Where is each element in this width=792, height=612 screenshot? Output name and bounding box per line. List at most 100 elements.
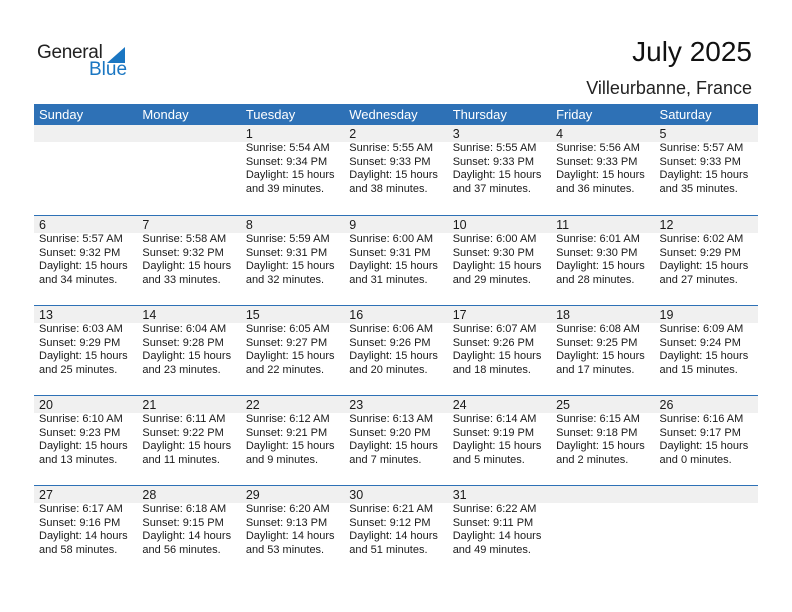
day-number-band bbox=[34, 486, 758, 503]
daylight-minutes-text: and 11 minutes. bbox=[142, 453, 220, 466]
day-number: 21 bbox=[142, 398, 157, 412]
day-number: 24 bbox=[452, 398, 467, 412]
day-cell: 21 Sunrise: 6:11 AM Sunset: 9:22 PM Dayligh… bbox=[137, 396, 240, 485]
day-cell: 27 Sunrise: 6:17 AM Sunset: 9:16 PM Dayligh… bbox=[34, 486, 137, 575]
sunset-text: Sunset: 9:11 PM bbox=[452, 516, 534, 529]
daylight-text: Daylight: 15 hours bbox=[142, 260, 232, 272]
day-number: 28 bbox=[142, 488, 157, 502]
sunrise-text: Sunrise: 6:15 AM bbox=[556, 413, 640, 425]
daylight-text: Daylight: 15 hours bbox=[39, 350, 128, 362]
daylight-text: Daylight: 15 hours bbox=[556, 440, 645, 452]
sunrise-text: Sunrise: 6:11 AM bbox=[142, 413, 226, 425]
daylight-minutes-text: and 58 minutes. bbox=[39, 543, 118, 556]
sunrise-text: Sunrise: 6:10 AM bbox=[39, 413, 123, 425]
day-cell: 10 Sunrise: 6:00 AM Sunset: 9:30 PM Dayligh… bbox=[448, 216, 551, 305]
day-number: 10 bbox=[452, 218, 467, 232]
day-cell: 24 Sunrise: 6:14 AM Sunset: 9:19 PM Dayligh… bbox=[448, 396, 551, 485]
empty-cell bbox=[137, 125, 240, 215]
week-row: 13 Sunrise: 6:03 AM Sunset: 9:29 PM Dayligh… bbox=[34, 305, 758, 395]
daylight-text: Daylight: 15 hours bbox=[39, 260, 128, 272]
daylight-minutes-text: and 39 minutes. bbox=[245, 182, 325, 195]
day-number: 2 bbox=[349, 127, 357, 141]
day-cell: 11 Sunrise: 6:01 AM Sunset: 9:30 PM Dayligh… bbox=[551, 216, 654, 305]
daylight-text: Daylight: 15 hours bbox=[659, 440, 749, 452]
sunset-text: Sunset: 9:25 PM bbox=[556, 336, 638, 349]
week-row: 27 Sunrise: 6:17 AM Sunset: 9:16 PM Dayligh… bbox=[34, 485, 758, 575]
daylight-text: Daylight: 15 hours bbox=[142, 440, 232, 452]
day-cell: 8 Sunrise: 5:59 AM Sunset: 9:31 PM Daylight… bbox=[241, 216, 344, 305]
day-cell: 1 Sunrise: 5:54 AM Sunset: 9:34 PM Daylight… bbox=[241, 125, 344, 215]
sunset-text: Sunset: 9:29 PM bbox=[39, 336, 121, 349]
sunrise-text: Sunrise: 6:00 AM bbox=[452, 233, 537, 245]
day-number: 18 bbox=[556, 308, 571, 322]
empty-cell bbox=[34, 125, 137, 215]
page-title: July 2025 bbox=[632, 36, 752, 67]
daylight-text: Daylight: 15 hours bbox=[659, 169, 749, 181]
day-number: 25 bbox=[556, 398, 571, 412]
day-cell: 2 Sunrise: 5:55 AM Sunset: 9:33 PM Daylight… bbox=[344, 125, 447, 215]
day-number: 29 bbox=[245, 488, 260, 502]
sunset-text: Sunset: 9:26 PM bbox=[349, 336, 431, 349]
sunset-text: Sunset: 9:31 PM bbox=[245, 246, 328, 259]
daylight-minutes-text: and 25 minutes. bbox=[39, 363, 118, 376]
day-number: 30 bbox=[349, 488, 364, 502]
day-number: 26 bbox=[659, 398, 674, 412]
daylight-minutes-text: and 7 minutes. bbox=[349, 453, 422, 466]
location: Villeurbanne, France bbox=[586, 78, 752, 98]
sunrise-text: Sunrise: 6:06 AM bbox=[349, 323, 434, 335]
day-cell: 15 Sunrise: 6:05 AM Sunset: 9:27 PM Dayligh… bbox=[241, 306, 344, 395]
day-cell: 28 Sunrise: 6:18 AM Sunset: 9:15 PM Dayligh… bbox=[137, 486, 240, 575]
sunset-text: Sunset: 9:19 PM bbox=[452, 426, 535, 439]
daylight-text: Daylight: 15 hours bbox=[452, 440, 542, 452]
week-row: 20 Sunrise: 6:10 AM Sunset: 9:23 PM Dayligh… bbox=[34, 395, 758, 485]
sunset-text: Sunset: 9:22 PM bbox=[142, 426, 224, 439]
day-number: 3 bbox=[452, 127, 460, 141]
day-cell: 12 Sunrise: 6:02 AM Sunset: 9:29 PM Dayligh… bbox=[655, 216, 758, 305]
sunset-text: Sunset: 9:33 PM bbox=[659, 155, 741, 168]
weekday-wednesday: Wednesday bbox=[349, 107, 418, 122]
daylight-text: Daylight: 15 hours bbox=[556, 350, 645, 362]
day-number: 14 bbox=[142, 308, 157, 322]
daylight-text: Daylight: 14 hours bbox=[349, 530, 438, 542]
daylight-minutes-text: and 23 minutes. bbox=[142, 363, 221, 376]
sunrise-text: Sunrise: 6:22 AM bbox=[452, 503, 537, 515]
daylight-minutes-text: and 2 minutes. bbox=[556, 453, 629, 466]
daylight-minutes-text: and 15 minutes. bbox=[659, 363, 738, 376]
sunrise-text: Sunrise: 5:55 AM bbox=[349, 142, 434, 154]
sunrise-text: Sunrise: 6:08 AM bbox=[556, 323, 640, 335]
logo-word-blue: Blue bbox=[89, 59, 128, 80]
weekday-saturday: Saturday bbox=[659, 107, 712, 122]
daylight-text: Daylight: 15 hours bbox=[349, 440, 438, 452]
day-number: 16 bbox=[349, 308, 364, 322]
day-cell: 4 Sunrise: 5:56 AM Sunset: 9:33 PM Daylight… bbox=[551, 125, 654, 215]
daylight-text: Daylight: 15 hours bbox=[245, 350, 335, 362]
day-number-band bbox=[34, 216, 758, 233]
sunrise-text: Sunrise: 6:01 AM bbox=[556, 233, 640, 245]
weekday-friday: Friday bbox=[556, 107, 593, 122]
sunset-text: Sunset: 9:31 PM bbox=[349, 246, 431, 259]
daylight-text: Daylight: 14 hours bbox=[245, 530, 335, 542]
daylight-minutes-text: and 35 minutes. bbox=[659, 182, 738, 195]
daylight-text: Daylight: 15 hours bbox=[556, 169, 645, 181]
day-number-band bbox=[34, 125, 758, 142]
sunset-text: Sunset: 9:18 PM bbox=[556, 426, 638, 439]
day-cell: 31 Sunrise: 6:22 AM Sunset: 9:11 PM Dayligh… bbox=[448, 486, 551, 575]
day-number: 11 bbox=[556, 218, 570, 232]
day-cell: 30 Sunrise: 6:21 AM Sunset: 9:12 PM Dayligh… bbox=[344, 486, 447, 575]
day-cell: 7 Sunrise: 5:58 AM Sunset: 9:32 PM Daylight… bbox=[137, 216, 240, 305]
sunrise-text: Sunrise: 6:05 AM bbox=[245, 323, 330, 335]
day-cell: 19 Sunrise: 6:09 AM Sunset: 9:24 PM Dayligh… bbox=[655, 306, 758, 395]
daylight-text: Daylight: 15 hours bbox=[245, 440, 335, 452]
daylight-text: Daylight: 15 hours bbox=[452, 350, 542, 362]
sunset-text: Sunset: 9:32 PM bbox=[142, 246, 224, 259]
weekday-tuesday: Tuesday bbox=[245, 107, 296, 122]
day-cell: 18 Sunrise: 6:08 AM Sunset: 9:25 PM Dayligh… bbox=[551, 306, 654, 395]
daylight-minutes-text: and 31 minutes. bbox=[349, 273, 428, 286]
daylight-minutes-text: and 9 minutes. bbox=[245, 453, 318, 466]
day-cell: 25 Sunrise: 6:15 AM Sunset: 9:18 PM Dayligh… bbox=[551, 396, 654, 485]
day-number: 17 bbox=[452, 308, 467, 322]
day-cell: 17 Sunrise: 6:07 AM Sunset: 9:26 PM Dayligh… bbox=[448, 306, 551, 395]
sunset-text: Sunset: 9:32 PM bbox=[39, 246, 121, 259]
day-number: 15 bbox=[245, 308, 260, 322]
day-number: 22 bbox=[245, 398, 260, 412]
